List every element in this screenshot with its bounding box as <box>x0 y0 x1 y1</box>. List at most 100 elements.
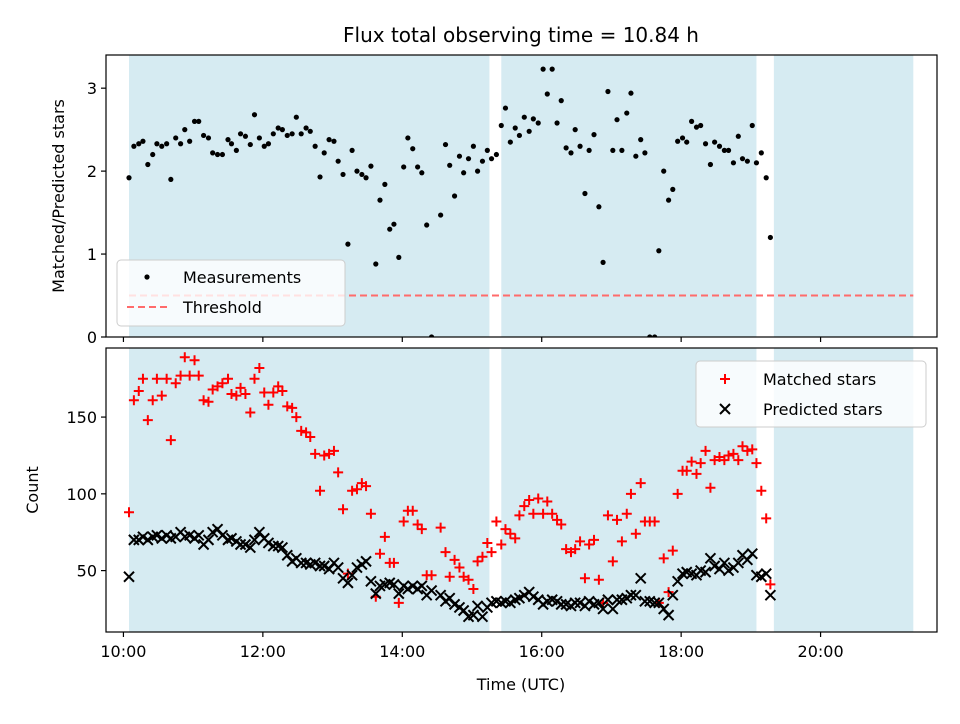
measurement-point <box>689 118 695 124</box>
measurement-point <box>488 156 495 162</box>
matched-point <box>142 415 153 426</box>
measurement-point <box>656 248 662 254</box>
measurement-point <box>210 150 216 156</box>
matched-point <box>514 510 525 521</box>
top-panel: 0 1 2 3 Matched/Predicted stars Measurements T… <box>49 54 938 347</box>
measurement-point <box>293 114 299 120</box>
measurement-point <box>205 135 212 141</box>
observing-interval <box>501 55 757 337</box>
y-tick-label: 150 <box>66 408 97 427</box>
matched-point <box>179 352 190 363</box>
measurement-point <box>758 150 764 156</box>
measurement-point <box>461 170 467 176</box>
measurement-point <box>335 158 341 164</box>
measurement-point <box>377 197 383 203</box>
matched-point <box>616 536 627 547</box>
measurement-point <box>661 168 667 174</box>
predicted-point <box>244 541 257 554</box>
y-tick-label: 3 <box>87 79 97 98</box>
predicted-point <box>193 529 205 541</box>
matched-point <box>505 528 516 539</box>
matched-point <box>398 516 409 527</box>
matched-point <box>533 493 544 504</box>
matched-point <box>170 378 181 389</box>
series-matched-stars <box>124 352 776 608</box>
predicted-point <box>635 572 647 584</box>
measurement-point <box>173 135 179 141</box>
matched-point <box>268 387 279 398</box>
measurement-point <box>493 151 500 158</box>
matched-point <box>635 478 646 489</box>
matched-point <box>477 551 488 562</box>
measurement-point <box>219 151 226 158</box>
matched-point <box>361 481 372 492</box>
predicted-point <box>746 548 758 560</box>
data-marks <box>123 352 777 623</box>
matched-point <box>705 482 716 493</box>
measurement-point <box>289 131 295 137</box>
measurement-point <box>154 141 160 147</box>
matched-point <box>528 508 539 519</box>
predicted-point <box>332 561 344 574</box>
matched-point <box>607 556 618 567</box>
matched-point <box>259 387 270 398</box>
measurement-point <box>652 334 658 337</box>
matched-point <box>231 390 242 401</box>
matched-point <box>333 467 344 478</box>
legend-box <box>116 259 346 327</box>
axes-frame <box>105 347 938 633</box>
measurement-point <box>591 132 597 138</box>
measurement-point <box>159 143 165 149</box>
measurement-point <box>693 124 700 130</box>
measurement-point <box>307 128 313 134</box>
predicted-point <box>314 560 326 572</box>
measurement-point <box>177 141 184 147</box>
measurement-point <box>507 139 513 145</box>
matched-point <box>277 385 288 396</box>
measurement-point <box>698 122 704 129</box>
x-tick-label: 12:00 <box>240 642 286 661</box>
predicted-point <box>267 540 280 552</box>
measurement-point <box>164 141 170 147</box>
measurement-point <box>447 162 453 168</box>
matched-point <box>538 508 549 519</box>
measurement-point <box>387 226 393 232</box>
matched-point <box>630 528 641 539</box>
measurement-point <box>228 141 235 147</box>
predicted-point <box>425 584 438 597</box>
predicted-point <box>276 541 289 554</box>
matched-point <box>416 524 427 535</box>
matched-point <box>681 465 692 476</box>
measurement-point <box>131 143 137 149</box>
matched-point <box>672 488 683 499</box>
matched-point <box>524 494 535 505</box>
measurement-point <box>610 147 616 153</box>
axes-frame <box>105 54 938 338</box>
measurement-point <box>168 176 174 183</box>
matched-point <box>223 373 234 384</box>
measurement-point <box>261 143 267 149</box>
measurement-point <box>749 122 755 129</box>
matched-point <box>444 571 455 582</box>
measurement-point <box>359 171 365 178</box>
matched-point <box>542 496 553 507</box>
matched-point <box>203 396 214 407</box>
predicted-point <box>342 577 354 589</box>
y-axis-label: Count <box>23 466 42 514</box>
data-marks <box>126 66 914 337</box>
measurement-point <box>265 141 272 147</box>
predicted-point <box>370 587 382 600</box>
matched-point <box>156 390 167 401</box>
matched-point <box>723 450 734 461</box>
measurement-point <box>725 147 732 153</box>
measurement-point <box>670 186 676 192</box>
measurement-point <box>428 334 435 337</box>
measurement-point <box>470 143 476 149</box>
predicted-point <box>365 575 377 588</box>
measurement-point <box>233 147 239 153</box>
series-predicted-stars <box>123 523 777 623</box>
matched-point <box>612 514 623 525</box>
matched-point <box>379 531 390 542</box>
predicted-point <box>732 557 745 569</box>
matched-point <box>310 448 321 459</box>
